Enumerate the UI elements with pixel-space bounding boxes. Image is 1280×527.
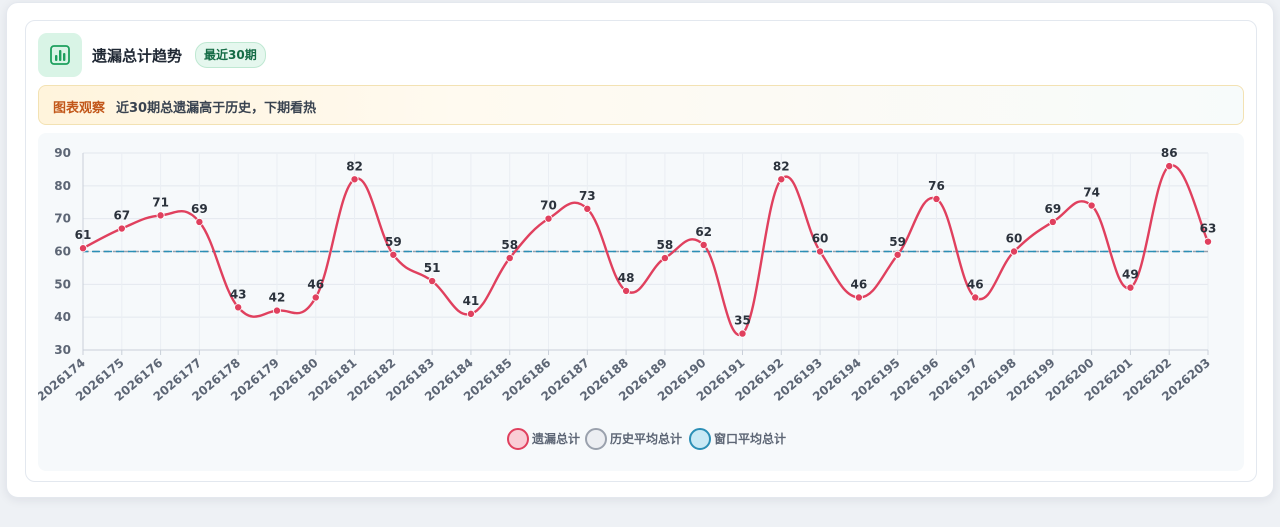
data-label: 71: [152, 195, 169, 209]
data-point: [350, 175, 359, 184]
data-label: 51: [424, 261, 441, 275]
y-tick-label: 80: [54, 179, 71, 193]
legend-swatch: [585, 428, 607, 450]
data-point: [699, 240, 708, 249]
y-tick-label: 90: [54, 146, 71, 160]
data-label: 60: [1006, 232, 1023, 246]
legend-label: 遗漏总计: [531, 431, 580, 446]
legend-swatch: [507, 428, 529, 450]
data-point: [1048, 217, 1057, 226]
data-label: 49: [1122, 268, 1139, 282]
y-tick-label: 60: [54, 245, 71, 259]
data-point: [971, 293, 980, 302]
observation-label: 图表观察: [53, 101, 106, 116]
data-label: 59: [889, 235, 906, 249]
data-label: 82: [346, 159, 363, 173]
data-point: [466, 309, 475, 318]
data-point: [544, 214, 553, 223]
data-label: 43: [230, 287, 247, 301]
data-point: [389, 250, 398, 259]
data-point: [234, 303, 243, 312]
legend-label: 窗口平均总计: [714, 431, 786, 446]
data-label: 70: [540, 199, 557, 213]
data-label: 82: [773, 159, 790, 173]
data-point: [1126, 283, 1135, 292]
data-point: [1165, 162, 1174, 171]
data-point: [195, 217, 204, 226]
legend-item[interactable]: 遗漏总计: [507, 428, 580, 450]
y-tick-label: 50: [54, 277, 71, 291]
data-label: 59: [385, 235, 402, 249]
data-label: 48: [618, 271, 635, 285]
data-point: [1204, 237, 1213, 246]
data-point: [311, 293, 320, 302]
data-label: 69: [1044, 202, 1061, 216]
data-point: [660, 254, 669, 263]
data-point: [816, 247, 825, 256]
observation-text: 近30期总遗漏高于历史，下期看热: [116, 101, 317, 116]
data-label: 86: [1161, 146, 1178, 160]
data-label: 76: [928, 179, 945, 193]
data-point: [1087, 201, 1096, 210]
data-label: 60: [812, 232, 829, 246]
data-label: 46: [307, 277, 324, 291]
data-label: 63: [1200, 222, 1217, 236]
data-label: 62: [695, 225, 712, 239]
legend-item[interactable]: 窗口平均总计: [689, 428, 786, 450]
data-label: 73: [579, 189, 596, 203]
data-point: [156, 211, 165, 220]
card-title: 遗漏总计趋势: [92, 47, 183, 65]
page-container: 遗漏总计趋势 最近30期 图表观察 近30期总遗漏高于历史，下期看热 30 40 5…: [6, 2, 1274, 498]
legend-item[interactable]: 历史平均总计: [585, 428, 682, 450]
data-label: 42: [269, 291, 286, 305]
data-label: 67: [113, 209, 130, 223]
y-tick-label: 40: [54, 310, 71, 324]
data-label: 46: [967, 277, 984, 291]
legend-label: 历史平均总计: [610, 431, 682, 446]
legend-swatch: [689, 428, 711, 450]
data-point: [622, 286, 631, 295]
data-point: [1010, 247, 1019, 256]
bar-chart-icon: [38, 33, 82, 77]
period-badge: 最近30期: [195, 42, 266, 68]
data-label: 46: [851, 277, 868, 291]
data-label: 41: [463, 294, 480, 308]
data-point: [738, 329, 747, 338]
y-tick-label: 70: [54, 212, 71, 226]
data-point: [505, 254, 514, 263]
trend-line-chart: 3040506070809020261742026175202617620261…: [38, 146, 1217, 450]
data-point: [777, 175, 786, 184]
data-point: [893, 250, 902, 259]
data-label: 69: [191, 202, 208, 216]
chart-area: 30 40 50 60 70 80 90 2026174 2026175 2026176 20261…: [38, 133, 1244, 471]
data-point: [117, 224, 126, 233]
data-point: [583, 204, 592, 213]
data-label: 58: [657, 238, 674, 252]
data-point: [932, 194, 941, 203]
data-point: [79, 244, 88, 253]
data-point: [272, 306, 281, 315]
data-label: 35: [734, 314, 751, 328]
data-point: [854, 293, 863, 302]
series-line-missing-total: [82, 164, 1210, 337]
data-point: [428, 277, 437, 286]
trend-card: 遗漏总计趋势 最近30期 图表观察 近30期总遗漏高于历史，下期看热 30 40 5…: [25, 20, 1257, 482]
data-label: 74: [1083, 186, 1100, 200]
data-label: 61: [75, 228, 92, 242]
chart-observation: 图表观察 近30期总遗漏高于历史，下期看热: [38, 85, 1244, 125]
y-tick-label: 30: [54, 343, 71, 357]
data-label: 58: [501, 238, 518, 252]
